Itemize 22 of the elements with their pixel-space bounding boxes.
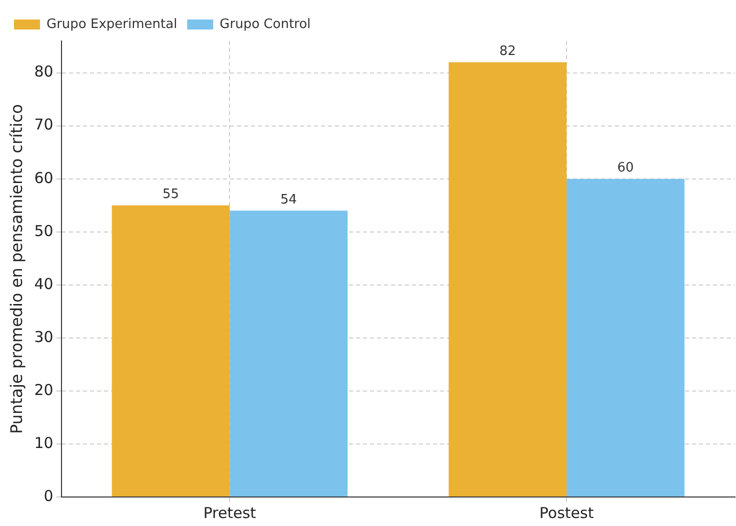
y-tick-label: 70 [34, 116, 54, 134]
data-label: 55 [162, 187, 180, 202]
x-tick-label: Pretest [203, 504, 256, 522]
bar [448, 62, 567, 496]
y-axis-title: Puntaje promedio en pensamiento crítico [6, 104, 26, 434]
data-label: 60 [617, 160, 634, 176]
bar [112, 205, 230, 496]
bar [566, 178, 684, 496]
y-tick-label: 10 [34, 434, 54, 452]
legend-label: Grupo Control [220, 16, 311, 32]
y-tick-label: 60 [34, 168, 54, 187]
y-tick-label: 50 [34, 222, 54, 240]
data-label: 54 [280, 192, 297, 208]
y-tick-label: 80 [34, 62, 54, 81]
y-tick-label: 30 [34, 328, 54, 346]
y-tick-label: 20 [34, 380, 54, 399]
y-tick-label: 40 [34, 274, 54, 293]
data-label: 82 [499, 44, 516, 60]
legend-label: Grupo Experimental [46, 16, 178, 32]
x-tick-label: Postest [539, 504, 594, 522]
bar [230, 210, 348, 496]
y-tick-label: 0 [44, 486, 54, 505]
